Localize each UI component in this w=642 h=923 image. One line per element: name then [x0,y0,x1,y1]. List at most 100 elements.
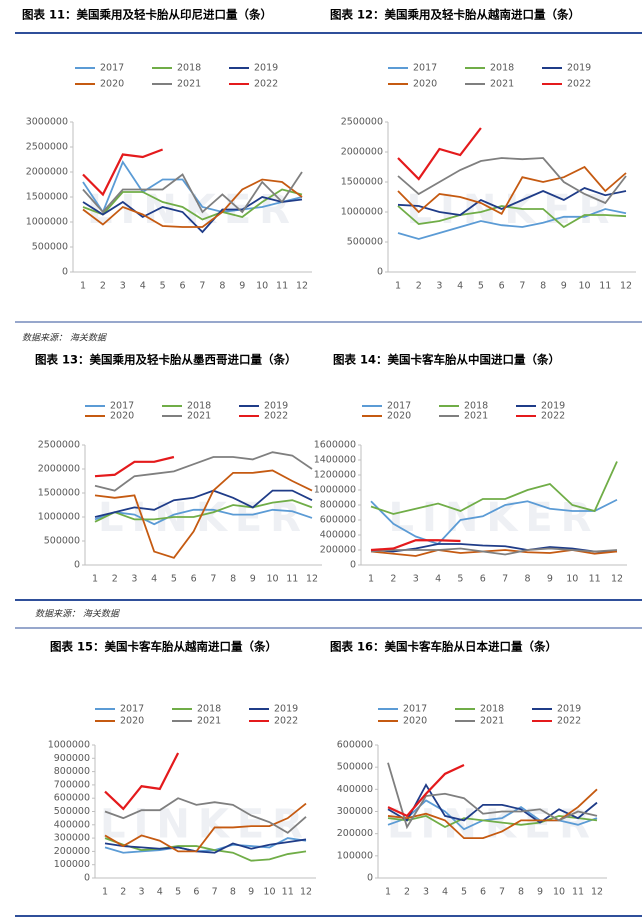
data-line [94,499,313,523]
y-tick-label: 2500000 [341,117,383,128]
x-tick-label: 9 [547,574,553,585]
y-tick-label: 500000 [54,806,90,817]
x-tick-label: 6 [193,887,199,898]
data-line [397,187,627,216]
legend-label: 2018 [480,704,504,715]
x-tick-label: 10 [566,574,578,585]
x-tick-label: 5 [461,887,467,898]
x-tick-label: 9 [250,574,256,585]
x-tick-label: 10 [266,574,278,585]
y-tick-label: 2000000 [341,147,383,158]
legend-label: 2018 [490,63,514,74]
x-tick-label: 6 [499,281,505,292]
y-tick-label: 500000 [347,237,383,248]
chart-title: 图表 12：美国乘用及轻卡胎从越南进口量（条） [330,8,580,22]
y-tick-label: 600000 [337,740,373,751]
y-tick-label: 800000 [54,766,90,777]
x-tick-label: 1 [80,281,86,292]
x-tick-label: 2 [404,887,410,898]
x-tick-label: 8 [219,281,225,292]
legend-label: 2019 [557,704,581,715]
x-tick-label: 8 [540,281,546,292]
x-tick-label: 11 [572,887,584,898]
x-tick-label: 10 [553,887,565,898]
y-tick-label: 1500000 [38,488,80,499]
chart-title: 图表 11：美国乘用及轻卡胎从印尼进口量（条） [22,8,272,22]
x-tick-label: 7 [199,281,205,292]
y-tick-label: 700000 [54,779,90,790]
x-tick-label: 5 [457,574,463,585]
data-line [104,837,307,854]
data-line [104,838,307,854]
x-tick-label: 9 [248,887,254,898]
y-tick-label: 200000 [320,545,356,556]
data-line [370,547,618,556]
watermark: LINKER [387,802,598,848]
x-tick-label: 6 [480,887,486,898]
legend-label: 2021 [197,716,221,727]
legend-label: 2017 [413,63,437,74]
x-tick-label: 1 [385,887,391,898]
legend-label: 2021 [490,79,514,90]
legend-label: 2020 [387,411,411,422]
y-tick-label: 3000000 [26,117,68,128]
y-tick-label: 600000 [320,515,356,526]
x-tick-label: 2 [416,281,422,292]
x-tick-label: 1 [92,574,98,585]
chart-title: 图表 16：美国卡客车胎从日本进口量（条） [330,640,557,654]
data-line [94,451,313,492]
legend-label: 2018 [177,63,201,74]
x-tick-label: 3 [423,887,429,898]
legend-label: 2020 [120,716,144,727]
y-tick-label: 400000 [320,530,356,541]
x-tick-label: 9 [561,281,567,292]
data-line [82,171,303,214]
data-line [397,165,627,215]
y-tick-label: 0 [74,560,80,571]
legend-label: 2019 [567,63,591,74]
legend-label: 2022 [264,411,288,422]
x-tick-label: 2 [390,574,396,585]
chart-title: 图表 13：美国乘用及轻卡胎从墨西哥进口量（条） [35,353,297,367]
x-tick-label: 4 [151,574,157,585]
x-tick-label: 3 [413,574,419,585]
x-tick-label: 10 [256,281,268,292]
y-tick-label: 600000 [54,793,90,804]
data-line [387,783,598,824]
x-tick-label: 4 [442,887,448,898]
data-line [370,461,618,515]
x-tick-label: 5 [160,281,166,292]
legend-label: 2019 [254,63,278,74]
x-tick-label: 7 [519,281,525,292]
x-tick-label: 1 [395,281,401,292]
y-tick-label: 500000 [44,536,80,547]
watermark: LINKER [389,495,600,541]
y-tick-label: 1200000 [314,470,356,481]
legend-label: 2018 [197,704,221,715]
legend-label: 2021 [464,411,488,422]
x-tick-label: 8 [525,574,531,585]
x-tick-label: 6 [180,281,186,292]
x-tick-label: 11 [282,887,294,898]
legend-label: 2022 [557,716,581,727]
x-tick-label: 11 [276,281,288,292]
x-tick-label: 4 [457,281,463,292]
data-line [387,799,598,831]
x-tick-label: 11 [589,574,601,585]
legend-label: 2020 [110,411,134,422]
x-tick-label: 3 [436,281,442,292]
x-tick-label: 9 [239,281,245,292]
y-tick-label: 1000000 [38,512,80,523]
y-tick-label: 500000 [337,762,373,773]
data-line [82,188,303,221]
source-note: 数据来源： 海关数据 [35,609,121,620]
data-line [370,498,618,546]
x-tick-label: 5 [478,281,484,292]
legend-label: 2019 [541,401,565,412]
legend-label: 2017 [387,401,411,412]
x-tick-label: 8 [518,887,524,898]
x-tick-label: 1 [102,887,108,898]
y-tick-label: 2000000 [38,464,80,475]
x-tick-label: 7 [212,887,218,898]
